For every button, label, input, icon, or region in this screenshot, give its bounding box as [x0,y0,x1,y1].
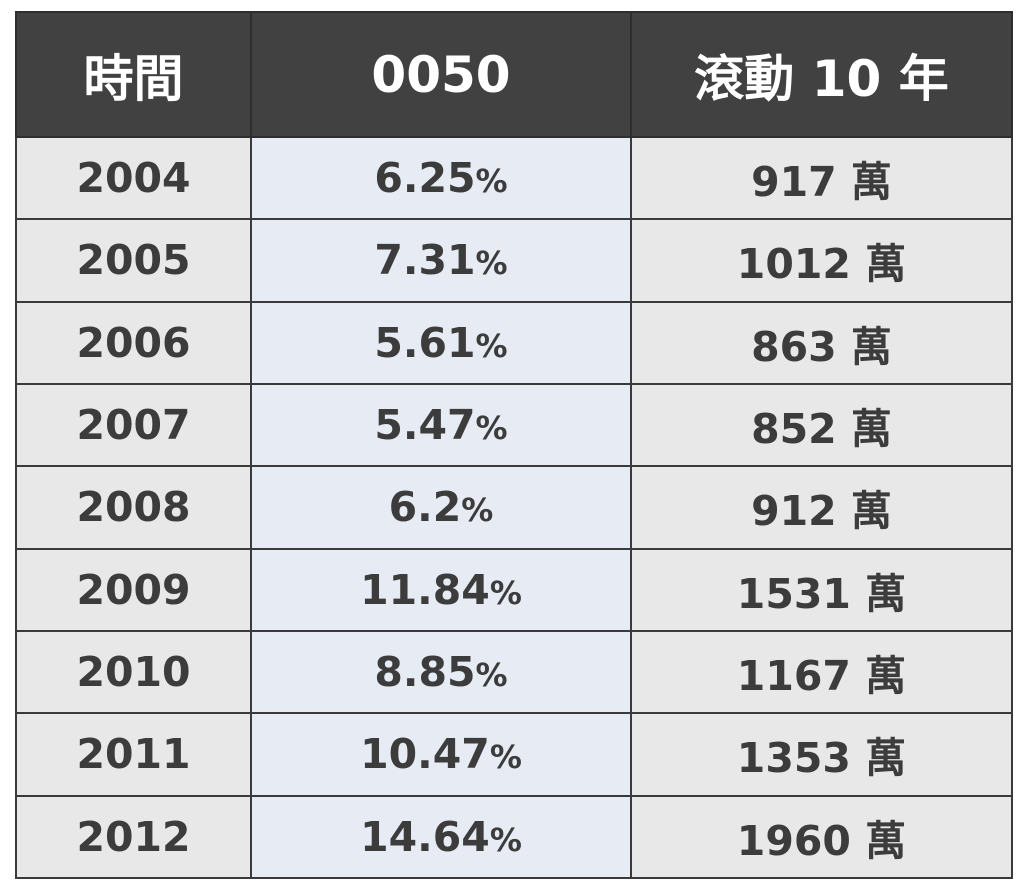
return-value: 6.25 [374,154,476,203]
return-value: 5.61 [374,318,476,367]
return-value: 10.47 [360,730,490,779]
year-cell: 2005 [15,218,252,303]
return-cell: 8.85% [250,629,632,715]
table-row: 2005 7.31% 1012 萬 [15,218,1013,303]
amount-cell: 1960 萬 [630,794,1013,880]
percent-unit: % [475,409,508,448]
header-0050: 0050 [250,11,632,138]
percent-unit: % [489,820,522,859]
year-cell: 2008 [15,465,252,550]
table-row: 2011 10.47% 1353 萬 [15,712,1013,797]
amount-cell: 1167 萬 [630,629,1013,715]
return-value: 11.84 [360,565,490,614]
percent-unit: % [475,162,508,201]
header-row: 時間 0050 滾動 10 年 [15,11,1013,138]
return-cell: 10.47% [250,712,632,797]
percent-unit: % [489,738,522,777]
percent-unit: % [489,573,522,612]
return-cell: 6.25% [250,135,632,221]
header-time: 時間 [15,11,252,138]
percent-unit: % [461,491,494,530]
return-value: 6.2 [388,483,462,532]
table-row: 2010 8.85% 1167 萬 [15,629,1013,715]
return-cell: 5.61% [250,300,632,385]
table-header: 時間 0050 滾動 10 年 [15,11,1013,138]
year-cell: 2009 [15,547,252,632]
table-row: 2009 11.84% 1531 萬 [15,547,1013,632]
percent-unit: % [475,244,508,283]
returns-table-container: 時間 0050 滾動 10 年 2004 6.25% 917 萬 2005 7.… [15,11,1013,880]
table-row: 2004 6.25% 917 萬 [15,135,1013,221]
year-cell: 2012 [15,794,252,880]
amount-cell: 863 萬 [630,300,1013,385]
return-value: 8.85 [374,648,476,697]
return-value: 5.47 [374,401,476,450]
percent-unit: % [475,656,508,695]
amount-cell: 917 萬 [630,135,1013,221]
percent-unit: % [475,326,508,365]
return-cell: 11.84% [250,547,632,632]
return-value: 14.64 [360,812,490,861]
year-cell: 2006 [15,300,252,385]
table-row: 2012 14.64% 1960 萬 [15,794,1013,880]
return-cell: 14.64% [250,794,632,880]
year-cell: 2004 [15,135,252,221]
amount-cell: 1012 萬 [630,218,1013,303]
return-cell: 6.2% [250,465,632,550]
amount-cell: 852 萬 [630,382,1013,468]
year-cell: 2007 [15,382,252,468]
amount-cell: 1531 萬 [630,547,1013,632]
return-value: 7.31 [374,236,476,285]
header-rolling-10-years: 滾動 10 年 [630,11,1013,138]
year-cell: 2010 [15,629,252,715]
year-cell: 2011 [15,712,252,797]
amount-cell: 912 萬 [630,465,1013,550]
table-row: 2007 5.47% 852 萬 [15,382,1013,468]
return-cell: 5.47% [250,382,632,468]
table-row: 2006 5.61% 863 萬 [15,300,1013,385]
table-body: 2004 6.25% 917 萬 2005 7.31% 1012 萬 2006 … [15,135,1013,880]
returns-table: 時間 0050 滾動 10 年 2004 6.25% 917 萬 2005 7.… [15,11,1013,880]
return-cell: 7.31% [250,218,632,303]
table-row: 2008 6.2% 912 萬 [15,465,1013,550]
amount-cell: 1353 萬 [630,712,1013,797]
